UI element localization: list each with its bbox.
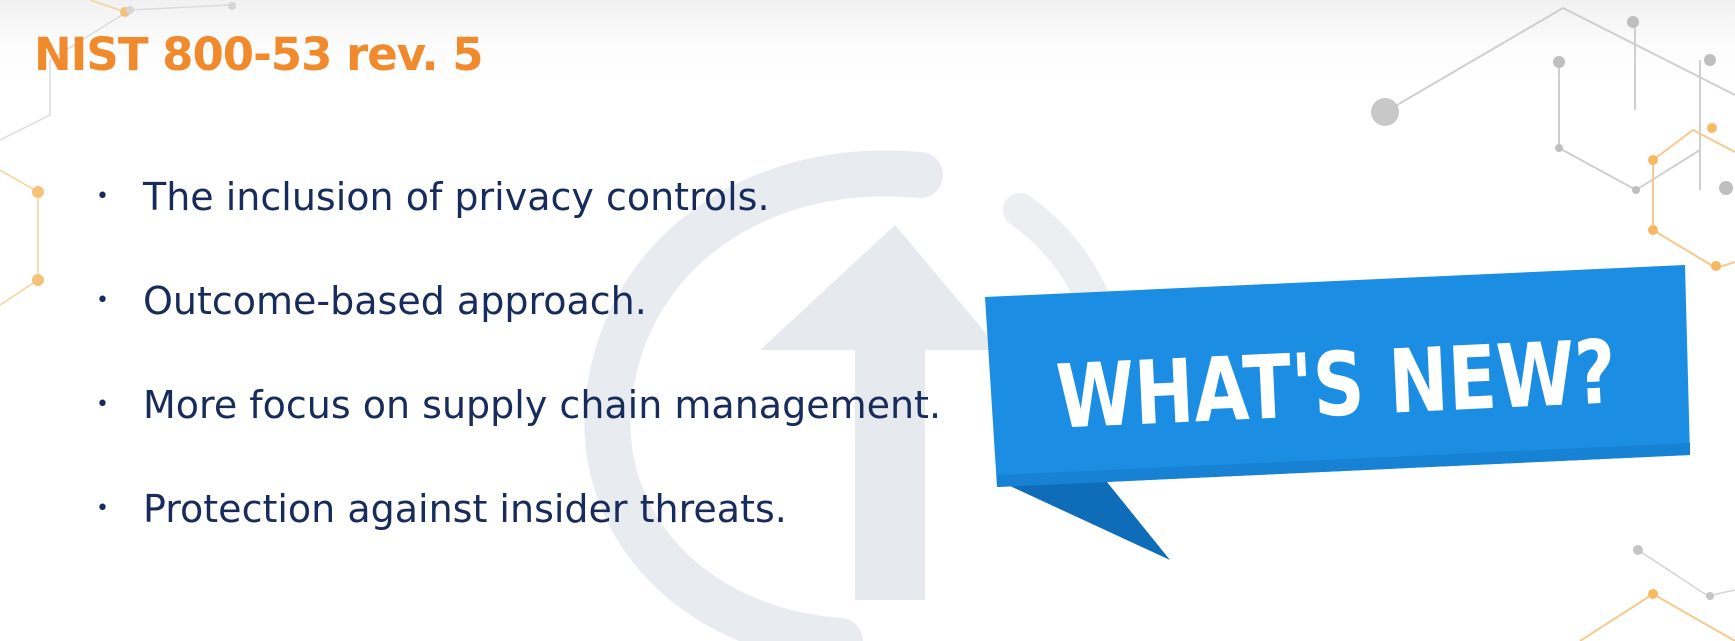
bullet-dot-icon: • — [96, 184, 109, 209]
slide-title: NIST 800-53 rev. 5 — [34, 28, 484, 81]
network-nodes-top-right-icon — [1384, 6, 1735, 192]
bullet-text: The inclusion of privacy controls. — [143, 175, 770, 219]
bullet-text: Protection against insider threats. — [143, 487, 787, 531]
bullet-dot-icon: • — [96, 288, 109, 313]
bullet-dot-icon: • — [96, 392, 109, 417]
bullet-text: More focus on supply chain management. — [143, 383, 942, 427]
banner-tail-icon — [997, 461, 1170, 560]
network-nodes-top-left-icon — [0, 4, 231, 141]
bullet-dot-icon: • — [96, 496, 109, 521]
whats-new-banner: WHAT'S NEW? — [985, 265, 1690, 560]
network-orange-right-icon — [1652, 128, 1735, 270]
network-orange-left-icon — [0, 0, 126, 306]
banner-text: WHAT'S NEW? — [1054, 320, 1618, 448]
banner-ribbon — [985, 265, 1690, 487]
bullet-text: Outcome-based approach. — [143, 279, 647, 323]
